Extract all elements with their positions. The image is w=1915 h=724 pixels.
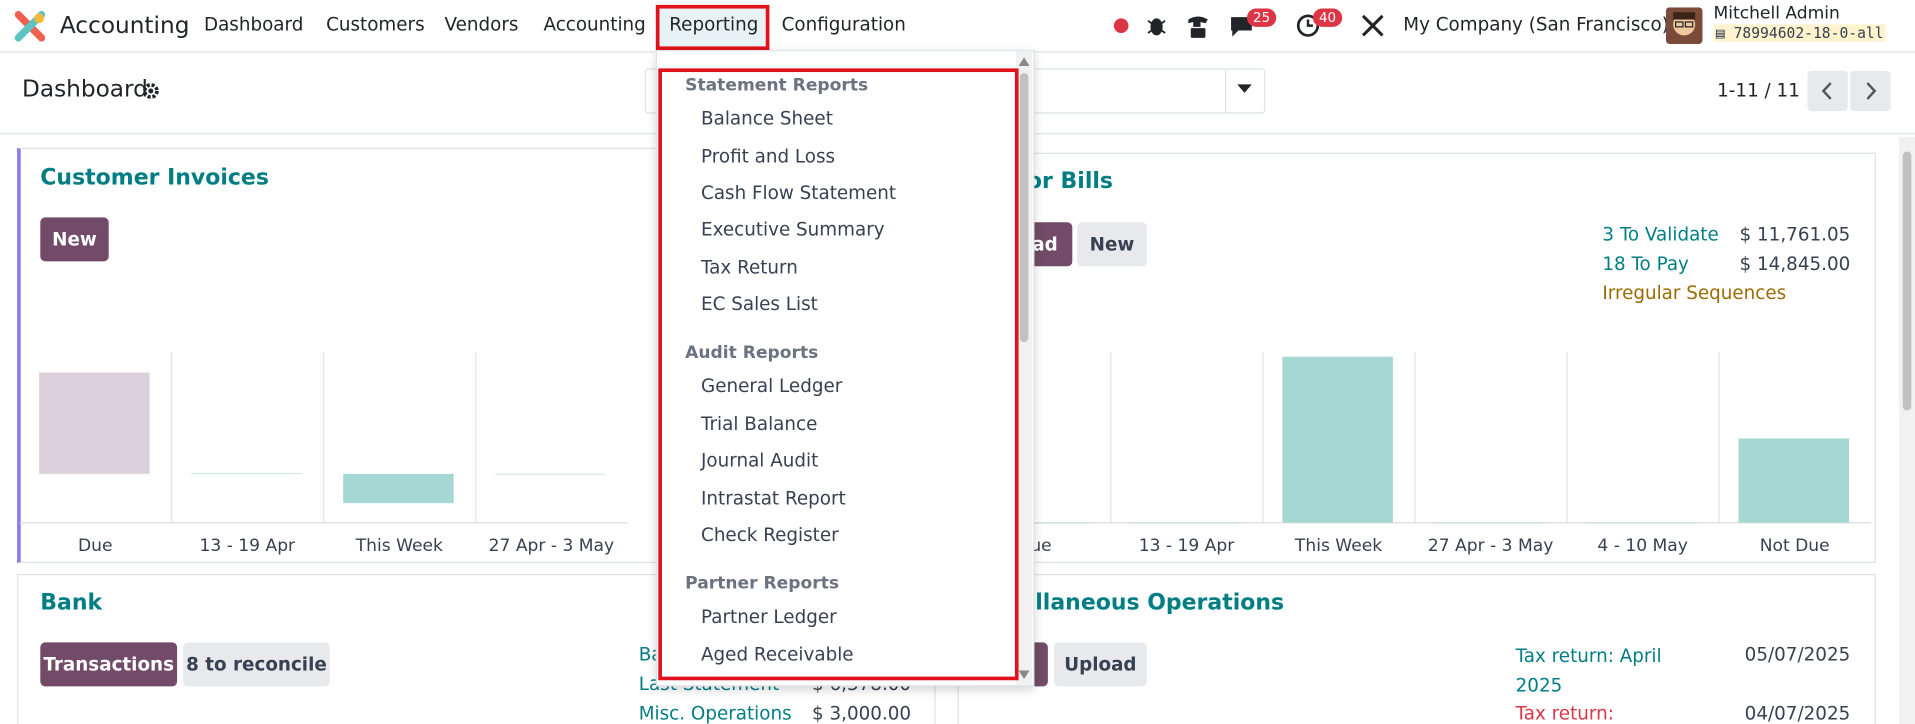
menu-entry[interactable]: General Ledger <box>701 374 843 397</box>
stat-value: $ 14,845.00 <box>1739 252 1851 275</box>
stat-label[interactable]: Irregular Sequences <box>1602 282 1787 305</box>
pager: 1-11 / 11 <box>1717 79 1800 102</box>
database-name: 78994602-18-0-all <box>1733 24 1884 42</box>
button[interactable]: Upload <box>1053 642 1147 687</box>
menu-entry[interactable]: Intrastat Report <box>701 487 846 510</box>
stat-value: 05/07/2025 <box>1744 643 1851 666</box>
menu-entry[interactable]: Check Register <box>701 523 839 546</box>
bar <box>1282 356 1393 523</box>
bar <box>1130 522 1241 524</box>
search-divider <box>1224 68 1227 113</box>
section-header: Audit Reports <box>685 343 819 363</box>
graph-label: Due <box>77 536 113 556</box>
search-toggle[interactable] <box>1237 84 1252 94</box>
card-title[interactable]: Customer Invoices <box>40 164 269 191</box>
stat-label[interactable]: 18 To Pay <box>1602 252 1689 275</box>
section-header: Statement Reports <box>685 75 869 96</box>
menu-item[interactable]: Configuration <box>781 13 906 36</box>
graph-label: 13 - 19 Apr <box>1138 536 1235 556</box>
message-badge[interactable]: 25 <box>1246 8 1277 27</box>
stat-value: $ 11,761.05 <box>1739 223 1851 246</box>
menu-entry[interactable]: Aged Receivable <box>701 643 854 666</box>
menu-entry[interactable]: Profit and Loss <box>701 145 836 168</box>
graph-label: 4 - 10 May <box>1597 536 1688 556</box>
graph-label: 27 Apr - 3 May <box>1427 536 1554 556</box>
button[interactable]: Transactions <box>40 642 178 687</box>
stat-value: 04/07/2025 <box>1744 702 1851 724</box>
stat-label[interactable]: Tax return: <box>1515 702 1614 724</box>
section-header: Partner Reports <box>685 574 840 594</box>
graph-label: This Week <box>355 536 443 556</box>
card-title[interactable]: Miscellaneous Operations <box>964 589 1285 616</box>
page-title: Dashboard <box>21 75 148 103</box>
card-title[interactable]: Bank <box>40 589 103 616</box>
menu-item[interactable]: Reporting <box>669 13 759 36</box>
bar <box>495 473 606 475</box>
dropdown-highlight <box>658 68 1019 681</box>
button[interactable]: 8 to reconcile <box>183 642 330 687</box>
pager-next[interactable] <box>1850 70 1891 112</box>
page-scrollbar[interactable] <box>1899 136 1915 724</box>
reporting-highlight <box>655 4 770 51</box>
graph-label: This Week <box>1294 536 1383 556</box>
graph <box>958 351 1872 524</box>
menu-entry[interactable]: Trial Balance <box>701 412 818 435</box>
menu-entry[interactable]: Partner Ledger <box>701 605 837 628</box>
bar <box>1586 522 1697 524</box>
graph-label: 13 - 19 Apr <box>199 536 296 556</box>
gear-icon[interactable] <box>142 82 160 100</box>
menu-entry[interactable]: Cash Flow Statement <box>701 181 897 204</box>
bar <box>343 473 454 504</box>
reporting-dropdown: Statement Reports Balance Sheet Profit and… <box>655 50 1035 687</box>
stat-label[interactable]: 3 To Validate <box>1602 223 1719 246</box>
app-logo <box>14 10 46 42</box>
company[interactable]: My Company (San Francisco) <box>1403 13 1669 36</box>
graph-label: Not Due <box>1759 536 1830 556</box>
graph <box>19 351 628 524</box>
menu-item[interactable]: Vendors <box>444 13 519 36</box>
avatar[interactable] <box>1665 7 1703 44</box>
pager-prev[interactable] <box>1807 70 1848 112</box>
menu-item[interactable]: Dashboard <box>203 13 304 36</box>
activity-badge[interactable]: 40 <box>1312 8 1343 27</box>
bar <box>1434 522 1545 524</box>
bar <box>39 372 150 474</box>
systray-icons <box>1113 14 1384 38</box>
stat-label[interactable]: Tax return: April 2025 <box>1515 644 1662 697</box>
bar <box>1738 438 1850 523</box>
menu-item[interactable]: Customers <box>326 13 425 36</box>
stat-value: $ 3,000.00 <box>812 702 912 724</box>
menu-entry[interactable]: Executive Summary <box>701 218 885 241</box>
menu-entry[interactable]: EC Sales List <box>701 293 818 316</box>
app-name[interactable]: Accounting <box>59 12 190 40</box>
database: ▤ 78994602-18-0-all <box>1713 24 1887 42</box>
button[interactable]: New <box>1077 222 1147 267</box>
user-name[interactable]: Mitchell Admin <box>1713 3 1840 24</box>
button[interactable]: New <box>40 217 109 262</box>
menu-entry[interactable]: Journal Audit <box>701 449 819 472</box>
bar <box>191 473 302 474</box>
menu-entry[interactable]: Balance Sheet <box>701 107 833 130</box>
graph-label: 27 Apr - 3 May <box>488 536 615 556</box>
menu-entry[interactable]: Tax Return <box>701 256 798 279</box>
dropdown-scrollbar[interactable] <box>1016 51 1032 686</box>
menu-item[interactable]: Accounting <box>543 13 646 36</box>
stat-label[interactable]: Misc. Operations <box>638 702 792 724</box>
